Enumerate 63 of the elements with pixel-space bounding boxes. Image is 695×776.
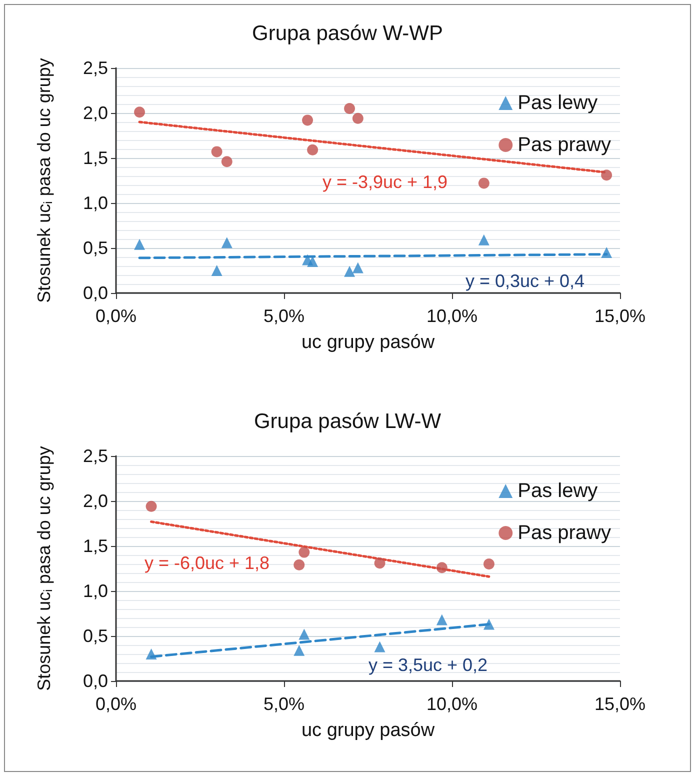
x-tick-label: 0,0% — [95, 306, 137, 326]
point — [211, 265, 222, 276]
point — [221, 237, 232, 248]
y-tick-label: 0,5 — [82, 238, 108, 258]
point — [344, 266, 356, 277]
point — [374, 641, 386, 652]
x-tick-label: 10,0% — [426, 694, 478, 714]
x-tick-label: 15,0% — [594, 306, 646, 326]
point — [211, 146, 222, 158]
chart-title: Grupa pasów LW-W — [254, 410, 442, 433]
y-tick-label: 0,0 — [82, 671, 108, 691]
point — [483, 618, 494, 630]
x-tick-label: 0,0% — [95, 694, 137, 714]
point — [436, 614, 448, 626]
y-tick-label: 0,5 — [82, 626, 108, 646]
y-tick-label: 1,0 — [82, 581, 108, 601]
point — [601, 170, 612, 181]
legend-label: Pas lewy — [518, 480, 598, 502]
y-tick-label: 1,5 — [82, 536, 108, 556]
chart-title: Grupa pasów W-WP — [252, 22, 443, 45]
point — [374, 558, 386, 569]
point — [478, 234, 490, 246]
annotation: y = 0,3uc + 0,4 — [465, 271, 585, 291]
x-tick-label: 5,0% — [263, 694, 305, 714]
point — [146, 648, 157, 660]
y-tick-label: 2,0 — [82, 103, 108, 123]
point — [344, 103, 356, 114]
annotation: y = -6,0uc + 1,8 — [144, 553, 270, 573]
x-axis-title: uc grupy pasów — [301, 332, 435, 353]
point — [146, 500, 157, 512]
point — [352, 112, 364, 124]
y-tick-label: 2,5 — [82, 58, 108, 78]
point — [352, 262, 364, 274]
point — [298, 546, 310, 558]
x-tick-label: 15,0% — [594, 694, 646, 714]
point — [134, 106, 146, 118]
legend-label: Pas prawy — [518, 522, 612, 544]
y-tick-label: 0,0 — [82, 283, 108, 303]
y-axis-title: Stosunek uci pasa do uc grupy — [34, 446, 55, 691]
point — [294, 644, 305, 656]
annotation: y = -3,9uc + 1,9 — [322, 172, 448, 192]
y-tick-label: 2,5 — [82, 446, 108, 466]
y-tick-label: 1,5 — [82, 148, 108, 168]
point — [221, 156, 232, 168]
x-tick-label: 5,0% — [263, 306, 305, 326]
annotation: y = 3,5uc + 0,2 — [368, 655, 488, 675]
point — [298, 628, 310, 640]
point — [307, 256, 318, 267]
point — [483, 558, 494, 570]
legend-label: Pas lewy — [518, 92, 598, 114]
y-tick-label: 2,0 — [82, 491, 108, 511]
y-tick-label: 1,0 — [82, 193, 108, 213]
point — [307, 144, 318, 156]
point — [436, 562, 448, 574]
x-axis-title: uc grupy pasów — [301, 720, 435, 741]
point — [601, 247, 612, 258]
point — [294, 559, 305, 570]
point — [478, 178, 490, 189]
point — [302, 114, 314, 126]
point — [134, 238, 146, 250]
legend-label: Pas prawy — [518, 134, 612, 156]
x-tick-label: 10,0% — [426, 306, 478, 326]
y-axis-title: Stosunek uci pasa do uc grupy — [34, 58, 55, 303]
